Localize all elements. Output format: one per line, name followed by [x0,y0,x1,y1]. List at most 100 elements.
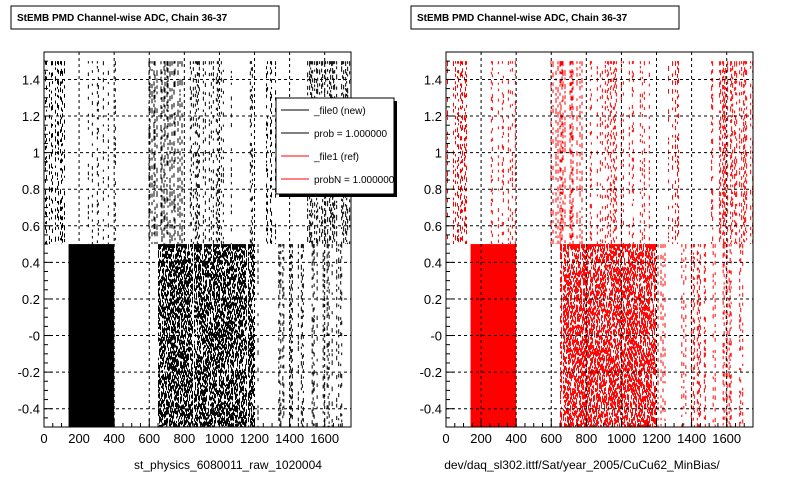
data-point [191,222,192,226]
data-point [266,208,267,212]
data-point [55,101,56,104]
data-point [190,391,191,393]
data-point [215,412,216,416]
data-point [227,317,228,320]
data-point [221,61,222,64]
data-point [238,346,239,352]
data-point [466,230,467,234]
data-point [169,254,170,259]
data-point [108,223,109,227]
data-point [209,348,210,353]
data-point [203,329,204,333]
data-point [453,234,454,238]
data-point [60,238,61,240]
data-point [211,415,212,422]
data-point [199,235,200,238]
data-point [233,352,234,359]
data-point [201,313,202,320]
data-point [186,364,187,369]
data-point [98,109,99,112]
data-point [204,321,205,325]
data-point [205,83,206,87]
data-point [175,195,176,201]
data-point [169,270,170,276]
data-point [214,383,215,391]
data-point [491,157,492,159]
data-point [199,212,200,216]
data-point [258,378,259,381]
data-point [333,224,334,228]
data-point [179,348,180,353]
data-point [329,421,330,423]
data-point [498,208,499,212]
data-point [169,414,170,417]
data-point [188,321,189,326]
data-point [316,231,317,234]
data-point [221,173,222,177]
data-point [258,268,259,273]
data-point [310,237,311,242]
data-point [313,352,314,354]
data-point [197,370,198,373]
data-point [170,271,171,277]
data-point [209,61,210,64]
data-point [182,102,183,107]
data-point [239,398,240,404]
data-point [228,374,229,380]
data-point [178,267,179,270]
data-point [163,423,164,425]
data-point [303,418,304,422]
data-point [220,346,221,349]
data-point [211,271,212,273]
data-point [290,337,291,340]
data-point [303,398,304,403]
data-point [174,408,175,413]
data-point [462,200,463,204]
data-point [167,101,168,106]
data-point [191,270,192,273]
data-point [317,383,318,387]
data-point [49,218,50,220]
data-point [232,297,233,300]
data-point [188,421,189,425]
data-point [461,127,462,131]
data-point [502,117,503,119]
data-point [239,365,240,369]
data-point [190,321,191,327]
data-point [271,211,272,215]
data-point [323,279,324,281]
data-point [336,330,337,333]
data-point [205,350,206,356]
data-point [158,269,159,273]
data-point [234,290,235,294]
data-point [165,139,166,142]
data-point [164,353,165,357]
data-point [464,92,465,97]
data-point [491,179,492,182]
data-point [164,420,165,425]
data-point [279,244,280,246]
data-point [226,284,227,287]
data-point [166,352,167,354]
data-point [164,336,165,340]
data-point [192,371,193,376]
data-point [176,421,177,423]
data-point [199,346,200,351]
data-point [167,357,168,361]
data-point [61,144,62,146]
data-point [218,300,219,303]
data-point [338,287,339,290]
data-point [228,341,229,349]
data-point [51,198,52,200]
data-point [202,325,203,333]
data-point [458,238,459,242]
data-point [176,346,177,352]
data-point [218,61,219,64]
data-point [248,366,249,372]
data-point [174,206,175,211]
data-point [174,278,175,284]
data-point [162,154,163,159]
data-point [209,229,210,232]
data-point [266,215,267,220]
data-point [176,354,177,357]
